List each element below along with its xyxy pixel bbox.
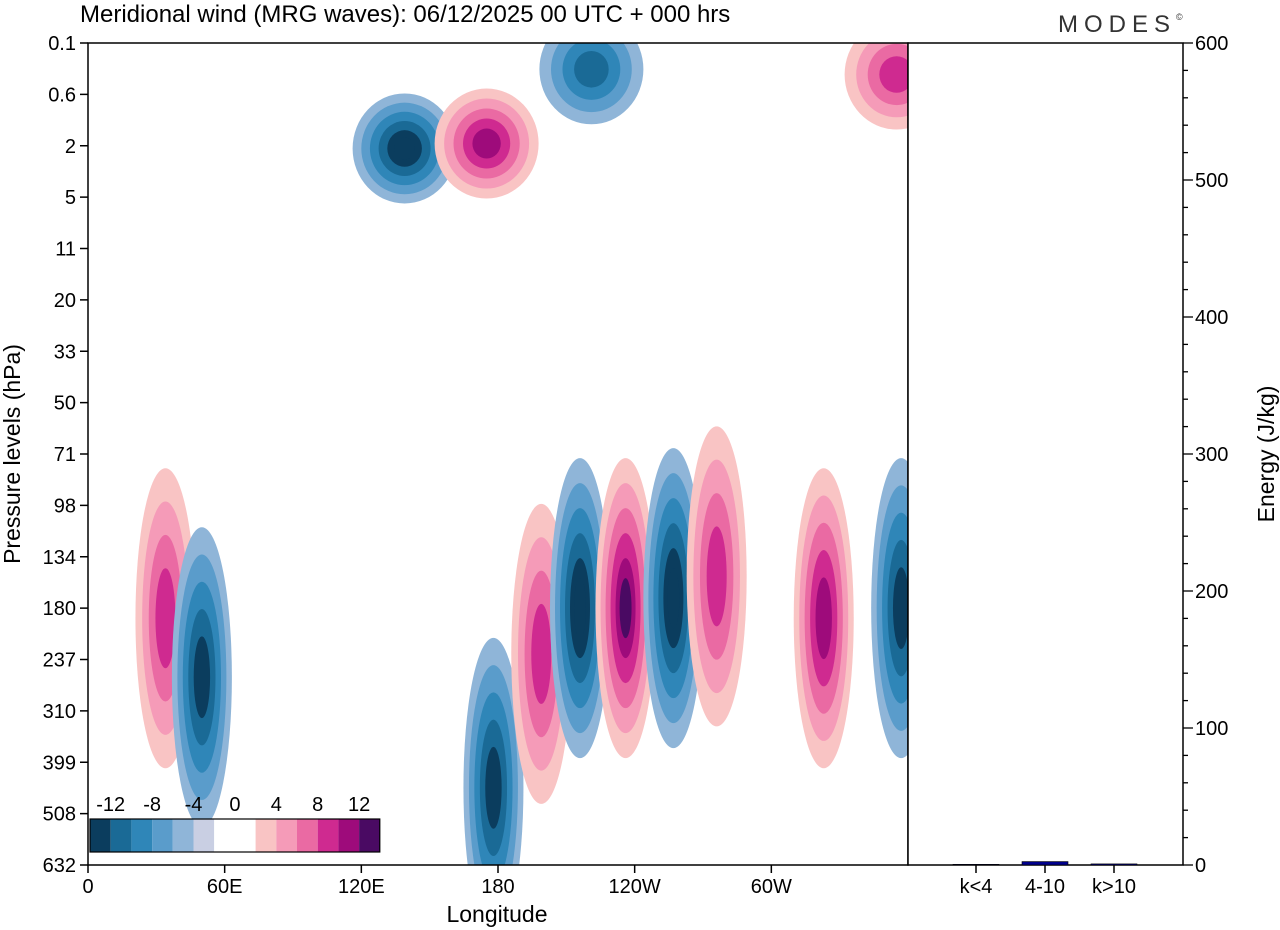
contour-band-trop-pos-a [155, 568, 176, 669]
contour-band-trop-pos-d [706, 526, 727, 627]
colorbar-label: -8 [143, 794, 161, 816]
contour-band-trop-pos-c [619, 578, 632, 639]
energy-axis-label: Energy (J/kg) [1253, 386, 1279, 523]
pressure-tick-label: 0.1 [48, 33, 76, 55]
pressure-tick-label: 5 [65, 187, 76, 209]
pressure-tick-label: 399 [43, 752, 76, 774]
pressure-axis: 0.1 0.6 2 5 11 20 33 50 71 98 134 180 237 310 399 508 63… [43, 33, 88, 877]
energy-panel-frame [907, 42, 1184, 866]
colorbar-frame [89, 818, 381, 853]
contour-band-strat-neg-a [394, 137, 416, 160]
contour-band-trop-neg-e [892, 567, 908, 650]
energy-tick-label: 100 [1195, 718, 1228, 740]
pressure-tick-label: 71 [54, 444, 76, 466]
colorbar-swatch [234, 819, 256, 852]
contour-band-strat-pos-b [879, 56, 908, 93]
contour-band-trop-neg-a [193, 636, 211, 719]
colorbar-swatch [255, 819, 277, 852]
energy-category-label: k<4 [960, 876, 993, 898]
colorbar-swatch [214, 819, 235, 852]
energy-category-label: 4-10 [1025, 876, 1065, 898]
longitude-tick-label: 60W [751, 876, 792, 898]
colorbar-swatch [317, 819, 339, 852]
pressure-tick-label: 632 [43, 855, 76, 877]
colorbar-label: -12 [96, 794, 125, 816]
longitude-tick-label: 120W [609, 876, 661, 898]
longitude-tick-label: 180 [481, 876, 514, 898]
colorbar-swatch [276, 819, 297, 852]
colorbar-swatch [131, 819, 153, 852]
modes-logo: MODES© [1058, 11, 1189, 38]
colorbar-swatch [359, 819, 380, 852]
contour-band-trop-pos-e [815, 577, 832, 660]
energy-bar [952, 864, 1000, 866]
longitude-tick-label: 60E [207, 876, 243, 898]
colorbar-swatch [297, 819, 318, 852]
energy-bar [1090, 863, 1138, 866]
pressure-tick-label: 508 [43, 804, 76, 826]
longitude-axis: 0 60E 120E 180 120W 60W [82, 865, 792, 898]
energy-tick-label: 0 [1195, 855, 1206, 877]
energy-axis: 0 100 200 300 400 500 600 [1183, 33, 1228, 877]
pressure-tick-label: 20 [54, 290, 76, 312]
colorbar-swatch [193, 819, 215, 852]
pressure-tick-label: 180 [43, 598, 76, 620]
pressure-tick-label: 50 [54, 393, 76, 415]
pressure-tick-label: 33 [54, 341, 76, 363]
contour-band-strat-pos-a [472, 128, 501, 159]
pressure-tick-label: 98 [54, 495, 76, 517]
chart-title: Meridional wind (MRG waves): 06/12/2025 … [80, 1, 730, 28]
colorbar: -12 -8 -4 0 4 8 12 [89, 794, 381, 853]
colorbar-swatch [172, 819, 194, 852]
colorbar-label: 4 [271, 794, 282, 816]
energy-tick-label: 300 [1195, 444, 1228, 466]
pressure-tick-label: 11 [55, 239, 76, 261]
colorbar-swatch [338, 819, 360, 852]
longitude-tick-label: 120E [338, 876, 385, 898]
y-axis-label: Pressure levels (hPa) [0, 344, 25, 564]
energy-bars: k<4 4-10 k>10 [952, 861, 1138, 898]
pressure-tick-label: 237 [43, 650, 76, 672]
energy-tick-label: 400 [1195, 307, 1228, 329]
x-axis-label: Longitude [446, 901, 547, 927]
colorbar-label: 12 [348, 794, 370, 816]
contour-band-trop-neg-b [485, 746, 502, 829]
pressure-tick-label: 310 [43, 701, 76, 723]
pressure-tick-label: 0.6 [48, 84, 76, 106]
pressure-tick-label: 134 [43, 547, 76, 569]
energy-category-label: k>10 [1092, 876, 1136, 898]
colorbar-swatch [110, 819, 132, 852]
energy-bar [1021, 861, 1069, 866]
pressure-tick-label: 2 [65, 136, 76, 158]
colorbar-label: 8 [312, 794, 323, 816]
colorbar-label: -4 [185, 794, 203, 816]
contour-field [135, 43, 908, 865]
contour-band-trop-neg-c [574, 578, 586, 639]
colorbar-swatch [90, 819, 111, 852]
energy-tick-label: 600 [1195, 33, 1228, 55]
longitude-tick-label: 0 [82, 876, 93, 898]
energy-tick-label: 200 [1195, 581, 1228, 603]
contour-band-strat-neg-b [574, 50, 609, 88]
colorbar-label: 0 [229, 794, 240, 816]
colorbar-swatch [152, 819, 173, 852]
contour-band-trop-pos-b [531, 603, 552, 704]
energy-tick-label: 500 [1195, 170, 1228, 192]
contour-band-trop-neg-d [667, 568, 680, 629]
